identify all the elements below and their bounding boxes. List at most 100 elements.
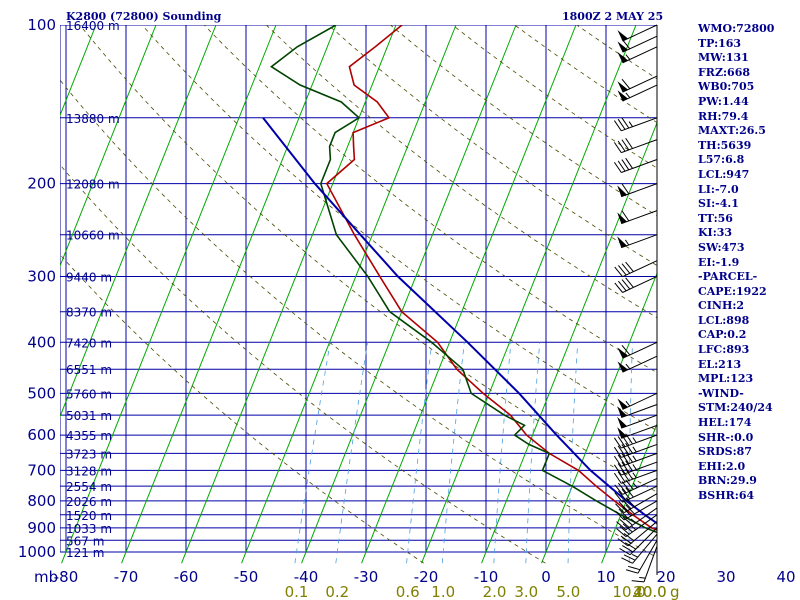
dry-adiabat-line: [60, 253, 424, 564]
wind-barb-full: [617, 538, 629, 547]
wind-barb-layer: [613, 24, 658, 583]
wind-barb-full: [625, 261, 634, 272]
wind-barb-full: [621, 159, 630, 171]
height-label: 8370 m: [66, 306, 112, 320]
stat-item: L57:6.8: [698, 153, 745, 167]
stat-item: SW:473: [698, 240, 745, 254]
wind-barb-half: [625, 54, 631, 60]
wind-barb-full: [627, 565, 641, 571]
wind-barb-full: [621, 117, 630, 129]
wind-barb: [616, 514, 658, 538]
wind-barb: [617, 392, 658, 410]
stat-item: BSHR:64: [698, 489, 755, 502]
mixing-ratio-label: 2.0: [483, 583, 507, 600]
wind-barb: [617, 24, 658, 42]
wind-barb-full: [625, 137, 633, 149]
wind-barb-full: [613, 437, 622, 449]
wind-barb-full: [618, 482, 627, 494]
wind-barb-flag: [617, 236, 627, 248]
wind-barb-half: [625, 400, 631, 407]
pressure-tick-label: 500: [27, 384, 56, 402]
wind-barb-full: [617, 160, 626, 172]
isotherm-line: [541, 272, 657, 564]
stat-item: RH:79.4: [698, 109, 749, 123]
temperature-tick-label: 0: [541, 568, 551, 586]
wind-barb-staff: [621, 452, 658, 467]
isotherm-line: [60, 25, 217, 418]
wind-barb-staff: [622, 260, 658, 278]
wind-barb-full: [613, 464, 622, 476]
wind-barb-full: [617, 445, 626, 457]
temperature-tick-label: 10: [596, 568, 615, 586]
wind-barb: [617, 210, 658, 225]
mixing-ratio-label: 0.6: [396, 583, 420, 600]
wind-barb-staff: [621, 159, 658, 173]
height-label: 3128 m: [66, 464, 112, 478]
temperature-tick-label: 30: [716, 568, 735, 586]
wind-barb: [617, 46, 658, 64]
pressure-tick-label: 800: [27, 492, 56, 510]
isotherm-line: [601, 422, 657, 564]
wind-barb-half: [632, 464, 637, 470]
wind-barb: [617, 424, 658, 439]
wind-barb-staff: [621, 434, 658, 449]
isotherm-line: [181, 25, 397, 564]
wind-barb-half: [624, 239, 630, 246]
wind-barb: [631, 546, 658, 583]
wind-barb-staff: [622, 355, 658, 373]
wind-barb-full: [616, 521, 627, 531]
height-label: 7420 m: [66, 336, 112, 350]
wind-barb-staff: [621, 404, 658, 418]
wind-barb-full: [619, 518, 630, 528]
wind-barb-full: [625, 569, 639, 574]
wind-barb-staff: [622, 392, 658, 410]
wind-barb-full: [621, 345, 631, 356]
stat-item: EHI:2.0: [698, 459, 746, 473]
height-label: 10660 m: [66, 229, 120, 243]
pressure-tick-label: 600: [27, 426, 56, 444]
chart-title: K2800 (72800) Sounding: [66, 10, 222, 23]
mixing-ratio-label: 1.0: [431, 583, 455, 600]
mixing-ratio-label: 40.0: [633, 583, 666, 600]
stat-item: CINH:2: [698, 299, 745, 313]
wind-barb-staff: [622, 46, 658, 64]
stat-item: SI:-4.1: [698, 197, 739, 211]
stat-item: WMO:72800: [698, 22, 775, 35]
wind-barb-full: [618, 280, 627, 292]
wind-barb-full: [625, 497, 635, 508]
wind-barb: [613, 460, 658, 476]
dry-adiabat-line: [60, 79, 657, 558]
wind-barb-full: [615, 510, 625, 521]
wind-barb: [617, 414, 658, 429]
wind-barb-staff: [621, 234, 658, 249]
wind-barb-full: [617, 118, 626, 130]
isotherm-line: [361, 25, 577, 564]
wind-barb-full: [614, 266, 623, 278]
wind-barb-full: [625, 451, 633, 463]
height-label: 4355 m: [66, 429, 112, 443]
isotherm-line: [301, 25, 517, 564]
mixing-ratio-line: [525, 342, 541, 564]
stat-item: BRN:29.9: [698, 474, 757, 488]
height-label: 6551 m: [66, 363, 112, 377]
wind-barb-half: [632, 472, 637, 479]
wind-barb-staff: [643, 546, 658, 583]
temperature-tick-label: -20: [414, 568, 439, 586]
wind-barb-full: [621, 444, 630, 455]
wind-barb-staff: [621, 469, 658, 484]
wind-barb-full: [617, 140, 626, 152]
wind-barb-full: [613, 142, 622, 153]
wind-barb: [617, 521, 658, 547]
stat-item: MAXT:26.5: [698, 124, 766, 138]
height-label: 3723 m: [66, 447, 112, 461]
stat-item: CAP:0.2: [698, 328, 747, 342]
wind-barb-half: [632, 446, 637, 453]
height-label: 16400 m: [66, 19, 120, 33]
wind-barb-staff: [622, 75, 658, 93]
wind-barb-staff: [621, 183, 658, 198]
wind-barb-staff: [621, 210, 658, 225]
wind-barb-staff: [622, 477, 658, 495]
wind-barb-full: [621, 557, 633, 564]
wind-barb-full: [613, 472, 622, 484]
